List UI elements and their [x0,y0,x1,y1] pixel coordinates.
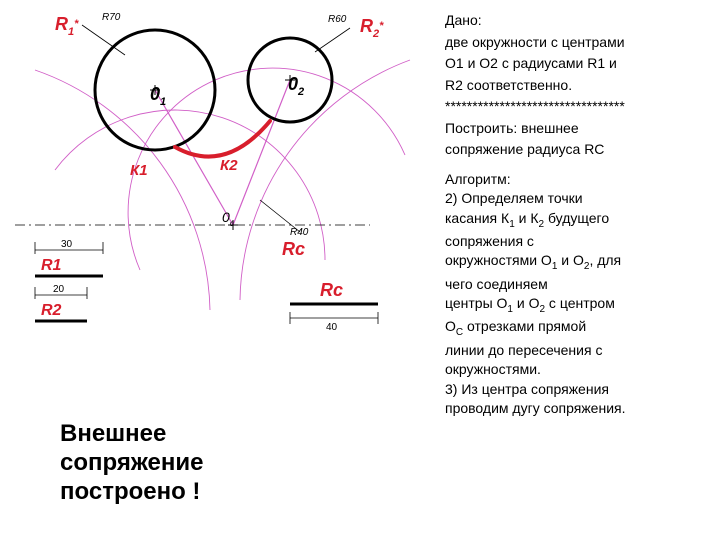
algo-l7b: отрезками прямой [463,318,586,334]
algo-l4a: окружностями О [445,252,552,268]
built-line-3: построено ! [60,478,320,507]
algo-line-7: ОС отрезками прямой [445,318,705,339]
svg-text:R60: R60 [328,14,347,25]
algo-line-1: 2) Определяем точки [445,190,705,208]
algo-line-11: проводим дугу сопряжения. [445,400,705,418]
diagram-area: R1*R2*R70R600102К1К20cRcR4030R120R2Rc40 [10,0,430,380]
algo-line-8: линии до пересечения с [445,342,705,360]
svg-text:20: 20 [53,284,65,295]
given-heading: Дано: [445,12,705,30]
algo-l2b: и К [515,210,539,226]
svg-text:Rc: Rc [282,239,305,259]
svg-text:R70: R70 [102,12,121,23]
algo-l6a: центры О [445,295,507,311]
algo-heading: Алгоритм: [445,171,705,189]
algo-l7a: О [445,318,456,334]
algo-l4c: , для [589,252,621,268]
svg-text:R1*: R1* [55,14,79,38]
build-line-1: Построить: внешнее [445,120,705,138]
algo-line-10: 3) Из центра сопряжения [445,381,705,399]
given-line-2: О1 и О2 с радиусами R1 и [445,55,705,73]
svg-text:R1: R1 [41,257,62,274]
algo-line-5: чего соединяем [445,276,705,294]
algorithm-block: Алгоритм: 2) Определяем точки касания К1… [445,169,705,422]
algo-l4b: и О [557,252,584,268]
slide-root: R1*R2*R70R600102К1К20cRcR4030R120R2Rc40 … [0,0,720,540]
given-line-1: две окружности с центрами [445,34,705,52]
algo-l2c: будущего [544,210,609,226]
svg-text:R40: R40 [290,227,309,238]
svg-text:R2: R2 [41,302,62,319]
construction-diagram: R1*R2*R70R600102К1К20cRcR4030R120R2Rc40 [10,0,430,380]
separator-line: ********************************* [445,98,705,116]
svg-text:01: 01 [150,84,166,108]
built-line-1: Внешнее [60,420,320,449]
svg-text:40: 40 [326,322,338,333]
algo-line-6: центры О1 и О2 с центром [445,295,705,316]
algo-line-4: окружностями О1 и О2, для [445,252,705,273]
svg-text:02: 02 [288,74,304,98]
svg-text:К2: К2 [220,157,238,174]
svg-text:К1: К1 [130,162,148,179]
text-column: Дано: две окружности с центрами О1 и О2 … [445,12,705,422]
built-line-2: сопряжение [60,449,320,478]
svg-text:Rc: Rc [320,280,343,300]
given-line-3: R2 соответственно. [445,77,705,95]
algo-line-2: касания К1 и К2 будущего [445,210,705,231]
algo-l6b: и О [513,295,540,311]
algo-line-3: сопряжения с [445,233,705,251]
svg-text:30: 30 [61,239,73,250]
built-caption: Внешнее сопряжение построено ! [60,420,320,506]
algo-l6c: с центром [545,295,615,311]
algo-line-9: окружностями. [445,361,705,379]
algo-l2a: касания К [445,210,509,226]
svg-text:R2*: R2* [360,16,384,40]
build-line-2: сопряжение радиуса RC [445,141,705,159]
